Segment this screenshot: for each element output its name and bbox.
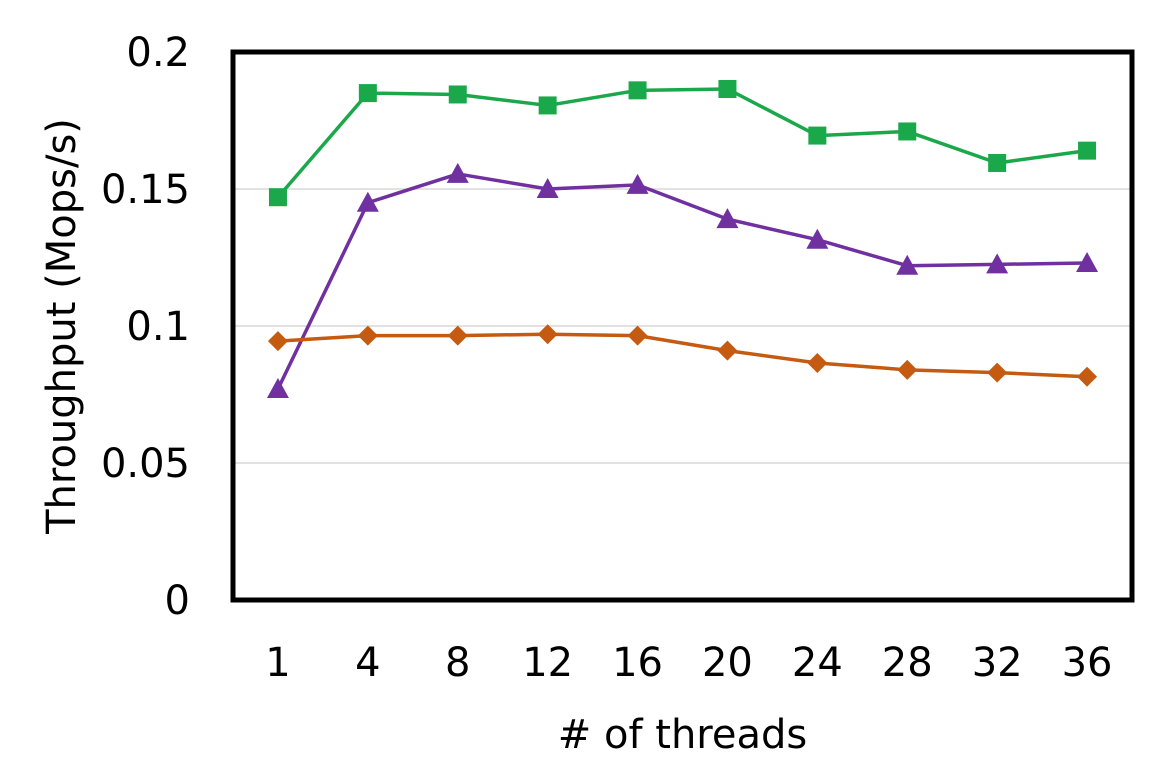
x-tick-label: 16 [612,640,663,686]
y-tick-label: 0 [165,578,190,624]
x-tick-labels: 1 4 8 12 16 20 24 28 32 36 [265,640,1112,686]
data-point [806,228,829,249]
data-point [356,191,379,212]
series-2 [266,162,1099,399]
y-tick-label: 0.05 [101,441,190,487]
data-point [447,325,468,346]
data-point [897,359,918,380]
x-tick-label: 20 [702,640,753,686]
data-point [1076,251,1099,272]
data-point [1078,141,1097,160]
data-point [988,153,1007,172]
data-point [986,253,1009,274]
data-point [1077,366,1098,387]
data-point [626,173,649,194]
series-line [276,87,1088,199]
x-tick-label: 28 [882,640,933,686]
data-point [628,81,647,100]
series-3 [267,324,1098,387]
series-group [266,79,1099,399]
series-1 [268,79,1097,207]
data-point [536,178,559,198]
data-point [448,85,467,104]
data-point [987,362,1008,383]
gridlines [233,188,1132,464]
data-point [718,79,737,98]
data-point [807,352,828,373]
plot-frame [230,49,1135,603]
x-tick-label: 8 [445,640,470,686]
data-point [357,325,378,346]
data-point [268,188,287,207]
x-tick-label: 32 [972,640,1023,686]
data-point [808,126,827,145]
data-point [358,84,377,103]
x-tick-label: 1 [265,640,290,686]
data-point [627,325,648,346]
y-tick-label: 0.2 [126,30,190,76]
y-tick-labels: 0 0.05 0.1 0.15 0.2 [101,30,190,624]
data-point [896,254,919,275]
y-axis-title: Throughput (Mops/s) [39,118,85,535]
data-point [266,378,289,399]
data-point [267,331,288,352]
data-point [538,96,557,115]
data-point [898,122,917,141]
data-point [716,208,739,229]
x-tick-label: 36 [1062,640,1113,686]
series-line [276,172,1088,390]
data-point [446,162,469,183]
data-point [537,324,558,345]
x-axis-title: # of threads [558,712,807,758]
data-point [717,340,738,361]
x-tick-label: 12 [522,640,573,686]
series-line [277,332,1088,379]
x-tick-label: 4 [355,640,380,686]
y-tick-label: 0.15 [101,167,190,213]
x-tick-label: 24 [792,640,843,686]
y-tick-label: 0.1 [126,304,190,350]
